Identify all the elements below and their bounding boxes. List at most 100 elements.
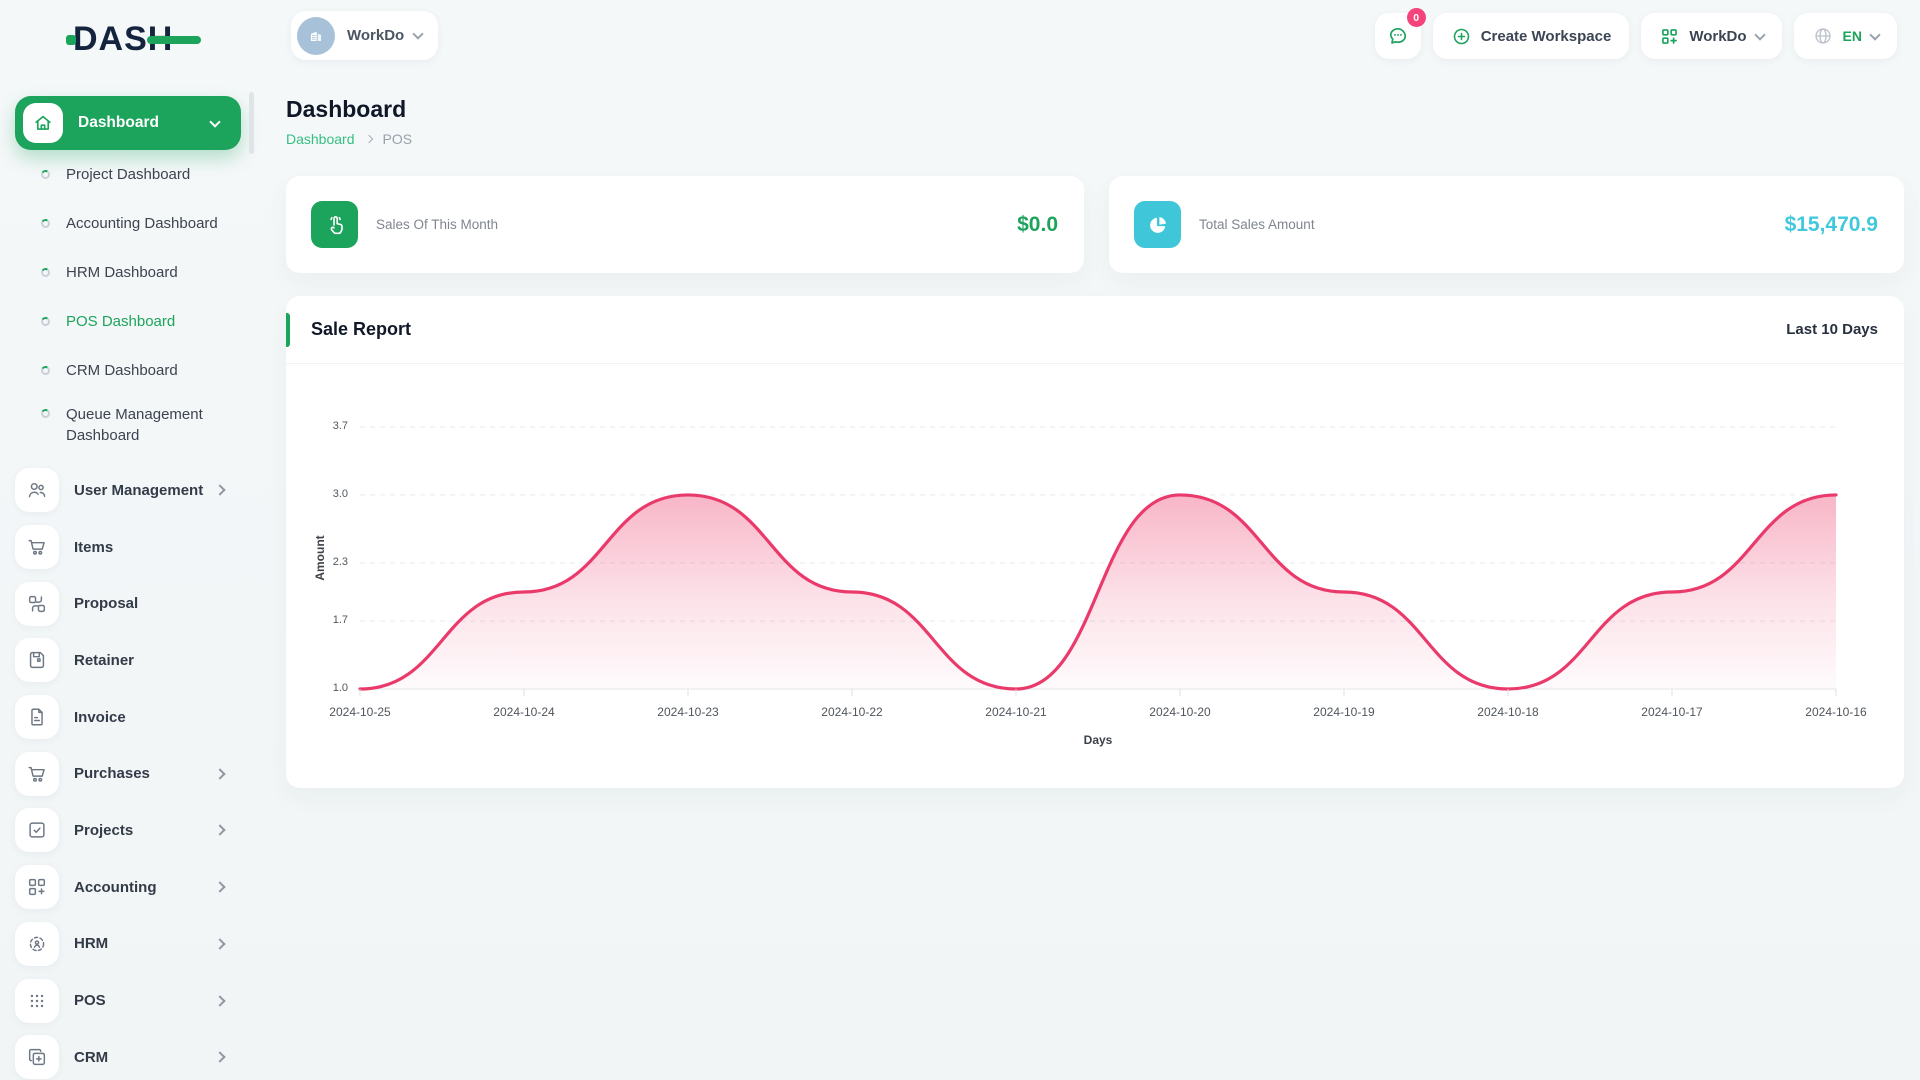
breadcrumb-current: POS (382, 131, 413, 147)
chevron-right-icon (214, 938, 226, 950)
x-tick-label: 2024-10-25 (329, 705, 391, 719)
sidebar-item-pos-dashboard[interactable]: POS Dashboard (0, 297, 256, 346)
y-tick-label: 1.0 (332, 682, 348, 694)
sidebar-item-accounting[interactable]: Accounting (0, 859, 256, 916)
pie-chart-icon (1134, 201, 1181, 248)
x-tick-label: 2024-10-22 (821, 705, 883, 719)
y-tick-label: 3.7 (332, 420, 348, 432)
chevron-right-icon (214, 994, 226, 1007)
sidebar-item-pos[interactable]: POS (0, 972, 256, 1029)
chevron-down-icon (209, 115, 221, 128)
x-tick-label: 2024-10-23 (657, 705, 719, 719)
sidebar: DASH Dashboard Project Dashboard Account… (0, 0, 256, 1080)
x-tick-label: 2024-10-18 (1477, 705, 1539, 719)
workspace-selector[interactable]: WorkDo (291, 11, 439, 60)
sidebar-item-purchases[interactable]: Purchases (0, 745, 256, 802)
x-tick-label: 2024-10-19 (1313, 705, 1375, 719)
accent-bar (286, 313, 290, 347)
chevron-down-icon (1869, 28, 1881, 41)
workspace-name: WorkDo (347, 27, 405, 44)
bullet-icon (40, 316, 51, 327)
stat-label: Total Sales Amount (1199, 217, 1315, 232)
chevron-right-icon (214, 484, 226, 497)
bullet-icon (40, 267, 51, 278)
sale-report-card: Sale Report Last 10 Days 1.0 1.7 2.3 3.0 3.7… (286, 296, 1904, 788)
language-selector[interactable]: EN (1793, 13, 1897, 59)
x-axis-title: Days (1083, 733, 1113, 747)
sale-report-chart: 1.0 1.7 2.3 3.0 3.7 2024-10-25 2024-10-24 2024… (286, 364, 1904, 788)
document-icon (15, 695, 59, 740)
tap-icon (311, 201, 358, 248)
dots-grid-icon (15, 978, 59, 1023)
y-tick-label: 2.3 (332, 555, 348, 568)
breadcrumb: Dashboard POS (286, 131, 412, 147)
sidebar-item-accounting-dashboard[interactable]: Accounting Dashboard (0, 199, 256, 248)
workspace-menu-button[interactable]: WorkDo (1641, 13, 1782, 59)
sidebar-item-dashboard[interactable]: Dashboard (15, 96, 241, 150)
report-title: Sale Report (311, 319, 412, 339)
x-tick-label: 2024-10-21 (985, 705, 1047, 719)
grid-plus-icon (15, 865, 59, 910)
overlap-squares-plus-icon (15, 1035, 59, 1080)
stat-label: Sales Of This Month (376, 217, 499, 232)
page-title: Dashboard (286, 96, 407, 122)
chevron-down-icon (1753, 28, 1766, 41)
sidebar-item-label: Dashboard (78, 114, 159, 131)
swap-squares-icon (15, 581, 59, 626)
y-axis-title: Amount (313, 535, 327, 581)
stat-value: $15,470.9 (1784, 212, 1878, 236)
sidebar-item-crm-dashboard[interactable]: CRM Dashboard (0, 346, 256, 395)
home-icon (23, 103, 63, 143)
sidebar-item-crm[interactable]: CRM (0, 1029, 256, 1080)
breadcrumb-separator-icon (364, 134, 373, 144)
report-range-label: Last 10 Days (1786, 321, 1878, 338)
bullet-icon (40, 408, 51, 419)
sidebar-item-project-dashboard[interactable]: Project Dashboard (0, 150, 256, 199)
workspace-avatar (297, 16, 335, 55)
bullet-icon (40, 218, 51, 229)
chevron-right-icon (214, 881, 226, 893)
report-header: Sale Report Last 10 Days (286, 296, 1904, 364)
chevron-right-icon (214, 768, 226, 780)
brand-logo[interactable]: DASH (66, 20, 202, 59)
header-actions: 0 Create Workspace WorkDo (1374, 8, 1897, 59)
stat-card-sales-of-month: Sales Of This Month $0.0 (286, 176, 1084, 273)
plus-circle-icon (1453, 28, 1469, 44)
breadcrumb-link-dashboard[interactable]: Dashboard (286, 131, 355, 147)
sidebar-item-hrm-dashboard[interactable]: HRM Dashboard (0, 248, 256, 297)
bullet-icon (40, 365, 51, 376)
sidebar-item-invoice[interactable]: Invoice (0, 689, 256, 746)
chevron-down-icon (412, 28, 424, 40)
stat-card-total-sales: Total Sales Amount $15,470.9 (1109, 176, 1904, 273)
sidebar-sections: User Management Items Propos (0, 462, 256, 1080)
sidebar-item-retainer[interactable]: Retainer (0, 632, 256, 689)
save-icon (15, 638, 59, 683)
logo-accent-dot (66, 34, 76, 45)
sidebar-item-queue-management-dashboard[interactable]: Queue Management Dashboard (0, 395, 236, 465)
sidebar-item-projects[interactable]: Projects (0, 802, 256, 859)
dashboard-submenu: Project Dashboard Accounting Dashboard H… (0, 150, 256, 465)
language-code: EN (1842, 28, 1862, 44)
messages-button[interactable]: 0 (1374, 8, 1426, 59)
sidebar-item-hrm[interactable]: HRM (0, 916, 256, 973)
chevron-right-icon (214, 1051, 226, 1063)
x-tick-label: 2024-10-17 (1641, 705, 1703, 719)
chevron-right-icon (214, 824, 226, 837)
users-icon (15, 468, 59, 513)
y-tick-label: 3.0 (332, 487, 348, 500)
x-tick-label: 2024-10-20 (1149, 705, 1211, 719)
target-person-icon (15, 921, 59, 966)
check-square-icon (15, 808, 59, 853)
sidebar-item-proposal[interactable]: Proposal (0, 575, 256, 632)
x-tick-label: 2024-10-16 (1805, 705, 1867, 719)
grid-plus-icon (1662, 28, 1678, 44)
stat-value: $0.0 (1017, 212, 1058, 236)
bullet-icon (40, 169, 51, 180)
sidebar-scrollbar[interactable] (249, 92, 254, 154)
y-tick-label: 1.7 (332, 614, 348, 627)
top-header: WorkDo 0 Create Workspace (256, 0, 1920, 72)
sidebar-item-items[interactable]: Items (0, 519, 256, 576)
create-workspace-button[interactable]: Create Workspace (1432, 13, 1630, 59)
sidebar-item-user-management[interactable]: User Management (0, 462, 256, 519)
